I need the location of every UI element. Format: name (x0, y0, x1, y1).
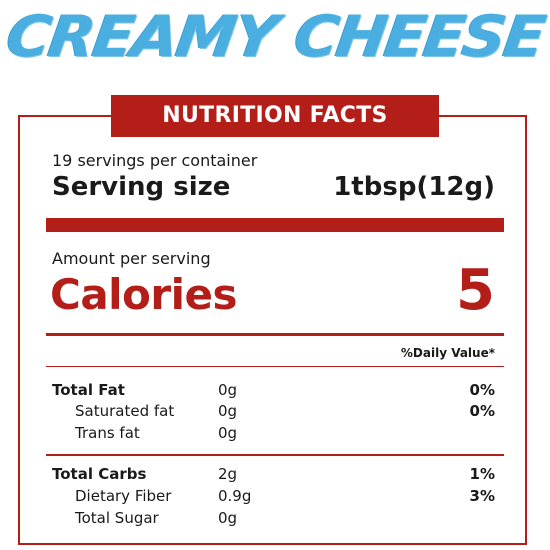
nutrient-name: Total Carbs (52, 465, 147, 483)
nutrient-amount: 0g (218, 381, 238, 399)
calories-label: Calories (50, 270, 238, 319)
nutrient-amount: 0g (218, 509, 238, 527)
nutrient-name: Saturated fat (75, 402, 175, 420)
nutrient-daily-value: 3% (469, 487, 495, 505)
nutrient-daily-value: 0% (469, 381, 495, 399)
nutrient-amount: 2g (218, 465, 238, 483)
nutrient-name: Total Fat (52, 381, 125, 399)
nutrient-name: Dietary Fiber (75, 487, 172, 505)
nutrient-name: Trans fat (75, 424, 140, 442)
daily-value-divider (46, 366, 504, 367)
calories-divider (46, 333, 504, 336)
nutrient-daily-value: 1% (469, 465, 495, 483)
nutrient-group-divider (46, 454, 504, 456)
nutrient-amount: 0g (218, 402, 238, 420)
serving-size-label: Serving size (52, 172, 231, 202)
nutrient-amount: 0.9g (218, 487, 252, 505)
serving-size-value: 1tbsp(12g) (333, 172, 495, 202)
daily-value-header: %Daily Value* (400, 346, 495, 360)
calories-value: 5 (456, 258, 495, 323)
nutrient-daily-value: 0% (469, 402, 495, 420)
amount-per-serving-label: Amount per serving (52, 249, 211, 268)
nutrient-name: Total Sugar (75, 509, 159, 527)
thick-divider (46, 218, 504, 232)
product-title: CREAMY CHEESE (2, 3, 548, 71)
servings-per-container: 19 servings per container (52, 151, 258, 170)
nutrition-facts-banner: NUTRITION FACTS (111, 95, 439, 137)
nutrient-amount: 0g (218, 424, 238, 442)
